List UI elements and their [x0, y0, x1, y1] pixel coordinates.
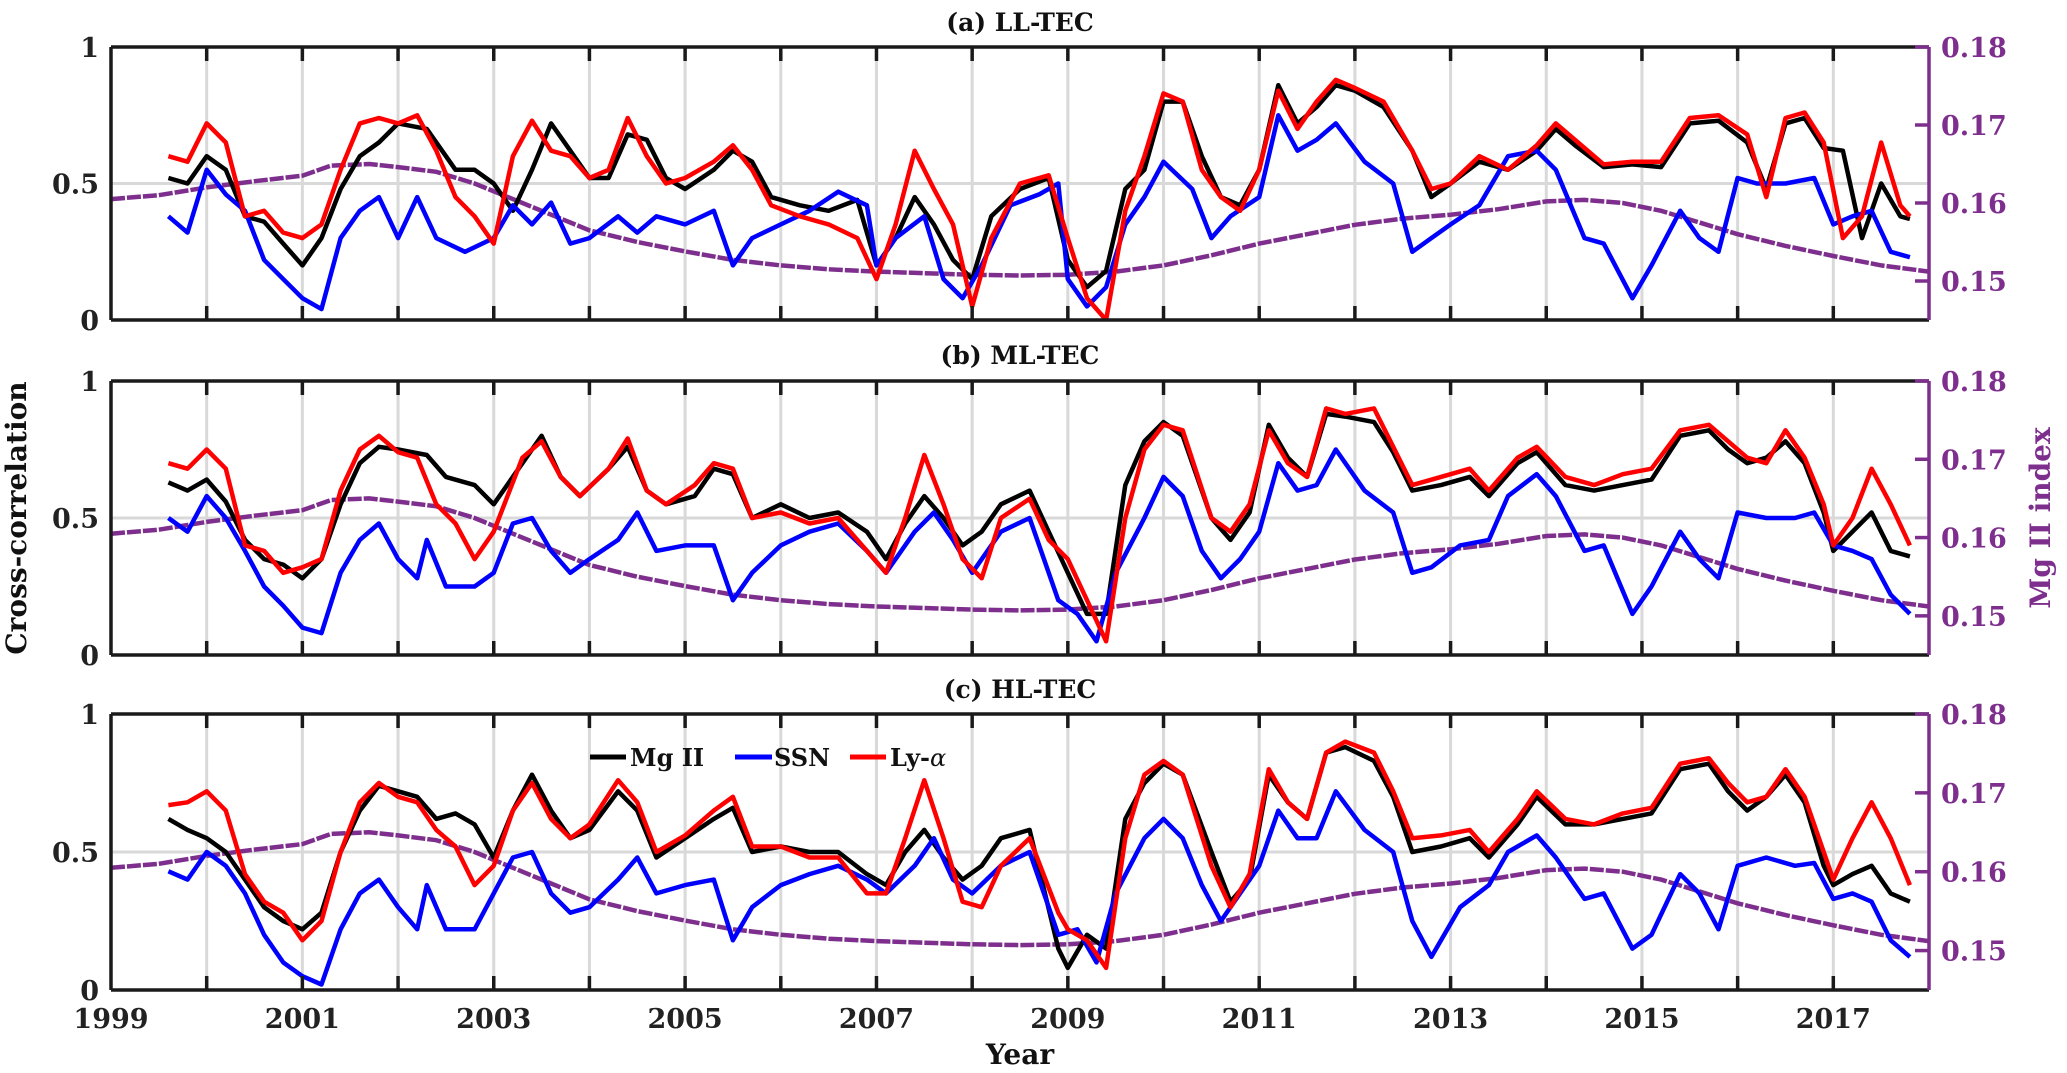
y-tick-label-left: 1 — [80, 33, 99, 64]
y-tick-label-right: 0.16 — [1941, 524, 2007, 555]
series-line-mgii — [167, 744, 1911, 971]
y-axis-label-right: Mg II index — [2024, 427, 2057, 609]
panel-title-c: (c) HL-TEC — [944, 675, 1097, 704]
y-tick-label-left: 0 — [80, 306, 99, 337]
panel-c: 0 0.5 1 0.15 0.16 0.17 0.18 1999 2001 2003 2005 200… — [52, 700, 2007, 1035]
series-line-mgii — [167, 82, 1911, 290]
mgii-index-line — [111, 161, 1929, 278]
y-tick-label-right: 0.15 — [1941, 602, 2007, 633]
x-tick-label: 2011 — [1222, 1004, 1297, 1035]
series-line-mgii — [167, 411, 1911, 617]
y-tick-label-right: 0.16 — [1941, 858, 2007, 889]
legend-label-ssn: SSN — [774, 743, 830, 772]
plot-area — [111, 406, 1929, 644]
series-line-ssn — [166, 113, 1911, 312]
legend-label-lya: Ly-α — [890, 743, 946, 772]
y-tick-label-right: 0.17 — [1941, 779, 2007, 810]
y-tick-label-right: 0.18 — [1941, 367, 2007, 398]
series-line-ssn — [167, 447, 1912, 644]
y-tick-label-left: 0 — [80, 641, 99, 672]
mgii-index-line — [111, 830, 1929, 948]
panel-title-b: (b) ML-TEC — [941, 341, 1100, 370]
panel-b: 0 0.5 1 0.15 0.16 0.17 0.18 — [52, 367, 2007, 672]
legend-label-lya-text: Ly- — [890, 743, 930, 772]
x-tick-label: 2017 — [1796, 1004, 1871, 1035]
y-tick-label-right: 0.15 — [1941, 937, 2007, 968]
plot-area — [111, 739, 1929, 987]
legend: Mg II SSN Ly-α — [590, 743, 946, 772]
panel-a: 0 0.5 1 0.15 0.16 0.17 0.18 — [52, 33, 2007, 337]
y-tick-label-left: 0.5 — [52, 504, 99, 535]
y-tick-label-right: 0.18 — [1941, 700, 2007, 731]
y-tick-label-left: 1 — [80, 367, 99, 398]
series-line-lya — [167, 406, 1912, 644]
x-tick-label: 2007 — [839, 1004, 914, 1035]
x-tick-label: 2001 — [265, 1004, 340, 1035]
series-line-ssn — [167, 789, 1912, 987]
legend-label-mgii: Mg II — [630, 743, 704, 772]
y-tick-label-right: 0.16 — [1941, 189, 2007, 220]
y-tick-label-left: 0.5 — [52, 838, 99, 869]
y-tick-label-left: 1 — [80, 700, 99, 731]
y-tick-label-right: 0.15 — [1941, 267, 2007, 298]
y-tick-label-right: 0.17 — [1941, 111, 2007, 142]
legend-label-lya-greek: α — [930, 744, 946, 772]
x-tick-label: 2015 — [1604, 1004, 1679, 1035]
x-tick-label: 2003 — [456, 1004, 531, 1035]
series-line-lya — [168, 739, 1912, 971]
x-tick-label: 1999 — [73, 1004, 148, 1035]
panel-title-a: (a) LL-TEC — [946, 8, 1094, 37]
x-tick-label: 2013 — [1413, 1004, 1488, 1035]
x-tick-label: 2009 — [1030, 1004, 1105, 1035]
y-tick-label-right: 0.18 — [1941, 33, 2007, 64]
y-tick-label-left: 0.5 — [52, 170, 99, 201]
y-axis-label-left: Cross-correlation — [0, 381, 33, 654]
y-tick-label-left: 0 — [80, 976, 99, 1007]
series-line-lya — [167, 77, 1912, 320]
x-tick-label: 2005 — [648, 1004, 723, 1035]
y-tick-label-right: 0.17 — [1941, 445, 2007, 476]
mgii-index-line — [111, 496, 1929, 613]
x-axis-label: Year — [985, 1038, 1056, 1071]
plot-area — [111, 77, 1929, 320]
